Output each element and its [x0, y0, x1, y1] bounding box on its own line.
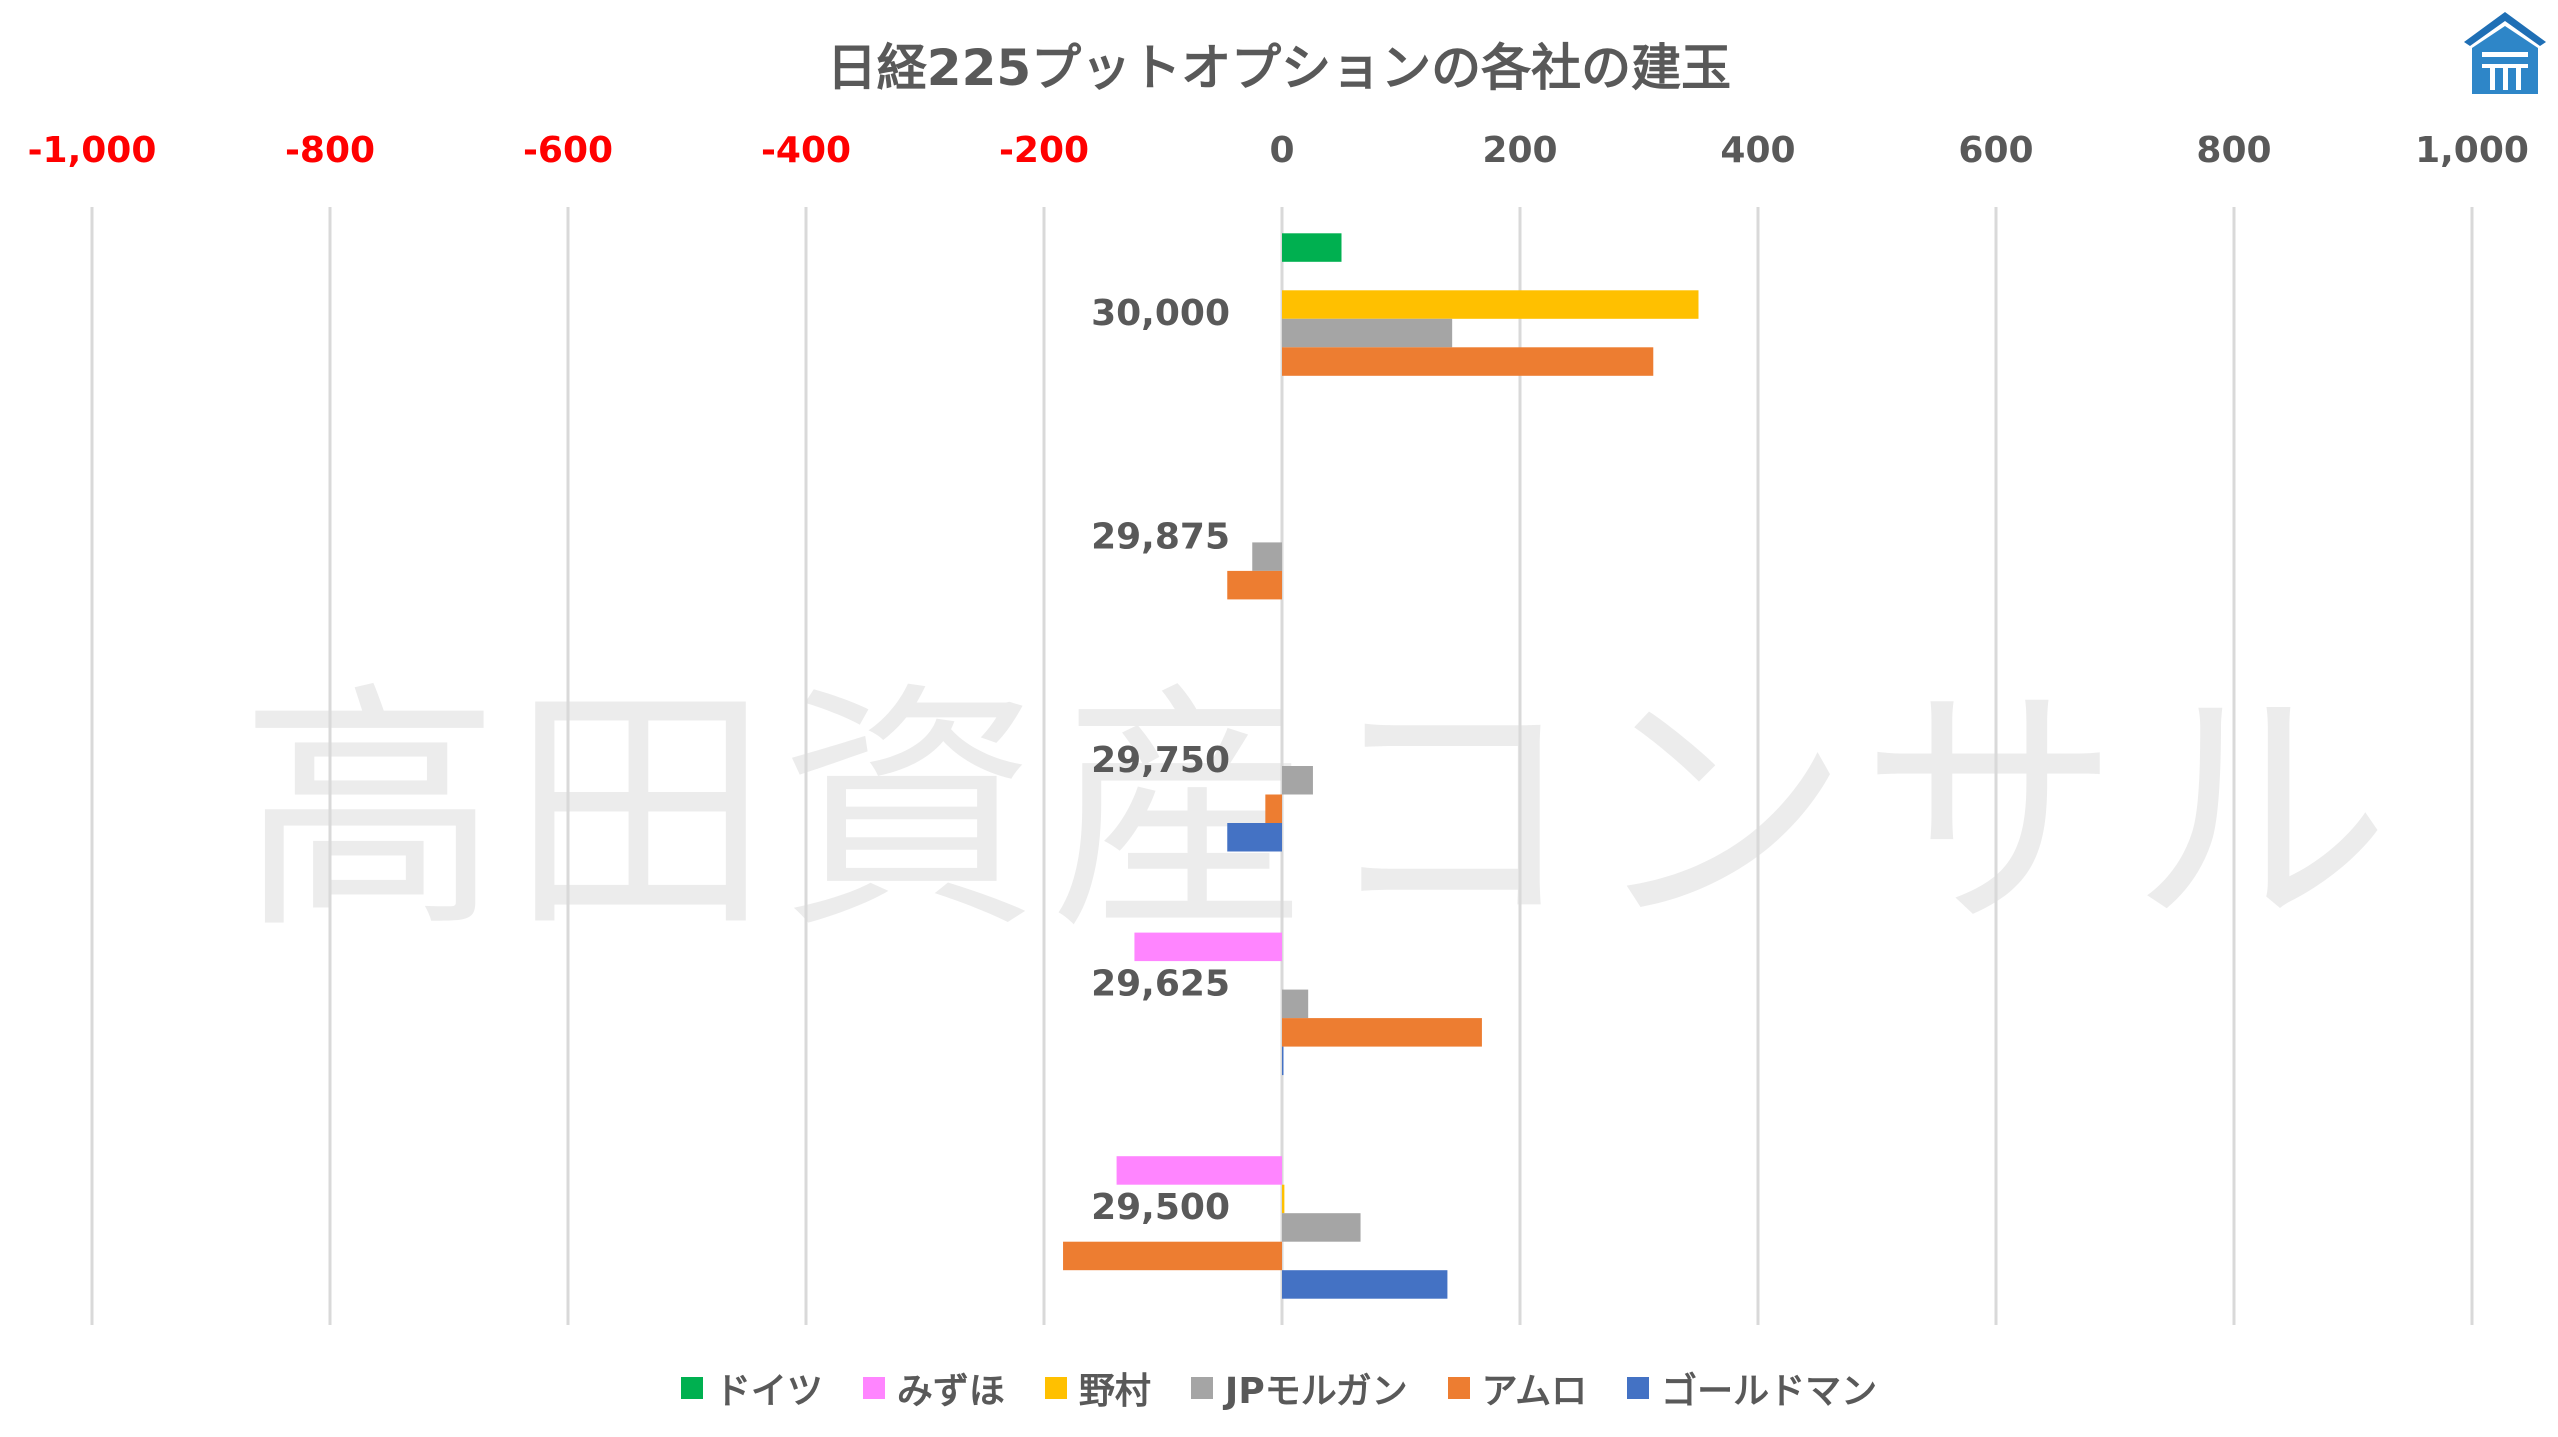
- legend-item: ドイツ: [680, 1362, 823, 1414]
- legend-swatch: [1627, 1377, 1650, 1399]
- bar-0-0: [1282, 233, 1342, 262]
- bar-4-1: [1227, 570, 1282, 600]
- x-tick-label: -200: [999, 130, 1089, 171]
- x-tick-label: 400: [1720, 130, 1795, 171]
- bar-5-4: [1282, 1270, 1448, 1299]
- legend-swatch: [1044, 1377, 1067, 1399]
- company-logo-icon: [2464, 12, 2546, 94]
- x-tick-label: -400: [761, 130, 851, 171]
- legend-swatch: [680, 1377, 703, 1399]
- bar-1-4: [1116, 1156, 1282, 1185]
- bar-4-2: [1265, 794, 1282, 823]
- bar-1-3: [1134, 932, 1282, 962]
- bar-4-4: [1063, 1241, 1282, 1271]
- category-label: 30,000: [1091, 293, 1230, 334]
- bar-3-2: [1282, 766, 1313, 795]
- legend-label: ゴールドマン: [1661, 1371, 1878, 1412]
- legend: ドイツ みずほ 野村 JPモルガン アムロ ゴールドマン: [0, 1362, 2558, 1414]
- legend-label: アムロ: [1481, 1371, 1588, 1412]
- legend-label: みずほ: [896, 1371, 1005, 1412]
- bar-3-0: [1282, 318, 1453, 348]
- x-tick-label: 0: [1269, 130, 1294, 171]
- x-tick-label: 200: [1482, 130, 1557, 171]
- legend-item: アムロ: [1447, 1362, 1588, 1414]
- bar-2-4: [1282, 1184, 1285, 1214]
- legend-item: 野村: [1044, 1362, 1151, 1414]
- bar-5-2: [1227, 823, 1282, 852]
- x-tick-label: -1,000: [28, 130, 157, 171]
- legend-label: 野村: [1078, 1371, 1151, 1412]
- legend-swatch: [1190, 1377, 1213, 1399]
- category-label: 29,750: [1091, 740, 1230, 781]
- x-tick-label: -800: [285, 130, 375, 171]
- legend-swatch: [1447, 1377, 1470, 1399]
- legend-item: ゴールドマン: [1627, 1362, 1877, 1414]
- legend-label: JPモルガン: [1224, 1371, 1408, 1412]
- legend-item: みずほ: [862, 1362, 1005, 1414]
- x-tick-label: -600: [523, 130, 613, 171]
- watermark: 高田資産コンサル: [240, 662, 2400, 964]
- x-tick-label: 800: [2196, 130, 2271, 171]
- category-label: 29,625: [1091, 964, 1230, 1005]
- bar-3-1: [1252, 542, 1282, 571]
- x-tick-label: 1,000: [2415, 130, 2529, 171]
- bar-2-0: [1282, 290, 1699, 319]
- legend-label: ドイツ: [714, 1371, 823, 1412]
- chart-title: 日経225プットオプションの各社の建玉: [826, 39, 1732, 97]
- x-tick-label: 600: [1958, 130, 2033, 171]
- bar-4-0: [1282, 347, 1654, 376]
- bar-3-4: [1282, 1213, 1361, 1242]
- bar-4-3: [1282, 1018, 1482, 1047]
- bar-3-3: [1282, 989, 1309, 1019]
- legend-item: JPモルガン: [1190, 1362, 1408, 1414]
- category-label: 29,500: [1091, 1187, 1230, 1228]
- category-label: 29,875: [1091, 516, 1230, 557]
- legend-swatch: [862, 1377, 885, 1399]
- bar-5-3: [1282, 1046, 1284, 1076]
